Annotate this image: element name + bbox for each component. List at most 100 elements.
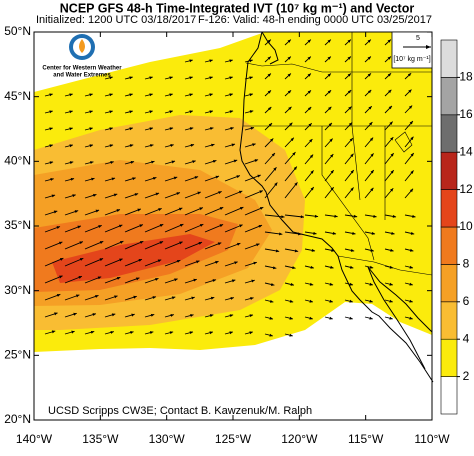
lat-label: 20°N: [4, 412, 31, 426]
vector-head: [118, 224, 123, 228]
vector-head: [368, 106, 372, 110]
vector-head: [389, 265, 394, 269]
vector-head: [371, 231, 376, 235]
vector-head: [73, 312, 77, 316]
reference-value: 5: [416, 35, 420, 42]
vector-head: [97, 276, 102, 280]
vector-head: [369, 122, 373, 126]
vector-head: [56, 293, 61, 297]
vector-head: [59, 275, 63, 279]
vector-head: [75, 294, 80, 298]
vector-head: [179, 241, 183, 245]
vector-head: [54, 312, 58, 316]
vector-head: [190, 314, 194, 317]
vector-head: [135, 277, 140, 281]
vector-head: [79, 258, 84, 261]
vector-head: [151, 160, 155, 164]
vector-head: [329, 316, 333, 320]
vector-head: [369, 299, 373, 303]
vector-head: [189, 331, 194, 335]
vector-head: [327, 56, 331, 60]
vector-head: [287, 73, 291, 77]
vector-head: [389, 316, 393, 320]
vector-head: [149, 127, 153, 131]
vector-head: [370, 187, 374, 192]
lat-label: 25°N: [4, 348, 31, 362]
vector-head: [272, 266, 277, 270]
vector-head: [389, 299, 393, 303]
vector-head: [199, 207, 203, 211]
colorbar-label: 10: [459, 219, 473, 233]
vector-head: [327, 73, 331, 77]
vector-head: [116, 209, 121, 213]
vector-head: [176, 192, 180, 196]
vector-head: [155, 192, 160, 196]
vector-head: [229, 314, 234, 318]
vector-shaft: [224, 224, 243, 233]
vector-head: [367, 39, 371, 43]
vector-shaft: [164, 241, 183, 250]
vector-shaft: [184, 223, 204, 233]
logo-text: and Water Extremes: [53, 73, 111, 79]
vector-head: [250, 297, 254, 300]
vector-head: [389, 282, 393, 286]
vector-head: [236, 242, 241, 246]
vector-head: [89, 127, 93, 131]
vector-head: [289, 122, 293, 126]
vector-head: [59, 258, 64, 261]
initialized-label: Initialized: 1200 UTC 03/18/2017: [36, 14, 196, 26]
colorbar-segment: [440, 264, 458, 303]
map-field: [34, 32, 432, 420]
vector-head: [410, 136, 414, 141]
vector-head: [292, 266, 296, 270]
vector-head: [349, 282, 353, 286]
vector-head: [109, 76, 113, 80]
vector-head: [199, 224, 204, 227]
vector-head: [369, 316, 373, 320]
vector-head: [249, 76, 253, 80]
vector-head: [157, 259, 162, 263]
vector-shaft: [144, 223, 164, 233]
lat-label: 30°N: [4, 283, 31, 297]
border: [245, 62, 352, 73]
vector-head: [51, 194, 56, 198]
vector-head: [209, 76, 213, 80]
vector-head: [189, 110, 193, 114]
vector-head: [267, 107, 272, 111]
colorbar-label: 12: [459, 182, 473, 196]
vector-head: [169, 93, 173, 97]
vector-head: [194, 176, 199, 180]
vector-head: [109, 93, 113, 97]
vector-head: [327, 39, 331, 43]
vector-head: [294, 249, 299, 253]
vector-head: [349, 265, 354, 269]
vector-head: [350, 170, 354, 174]
vector-head: [51, 330, 56, 334]
vector-head: [89, 144, 93, 148]
vector-head: [350, 187, 354, 191]
vector-head: [309, 154, 314, 158]
vector-head: [273, 167, 277, 171]
vector-head: [349, 138, 353, 142]
vector-head: [252, 143, 256, 147]
vector-head: [49, 110, 53, 114]
vector-shaft: [104, 258, 123, 267]
vector-head: [254, 159, 259, 163]
vector-head: [233, 159, 238, 163]
vector-head: [74, 210, 79, 214]
vector-shaft: [144, 241, 164, 250]
vector-head: [294, 182, 298, 186]
vector-head: [287, 56, 291, 60]
vector-head: [149, 110, 153, 114]
vector-head: [49, 144, 53, 148]
vector-head: [92, 313, 96, 317]
vector-head: [111, 177, 116, 181]
vector-head: [409, 121, 413, 125]
vector-head: [133, 295, 137, 299]
vector-shaft: [284, 214, 305, 218]
vector-head: [313, 231, 317, 235]
vector-head: [212, 279, 217, 283]
colorbar-segment: [440, 151, 458, 190]
vector-shaft: [64, 241, 84, 250]
lon-label: 120°W: [281, 432, 318, 446]
